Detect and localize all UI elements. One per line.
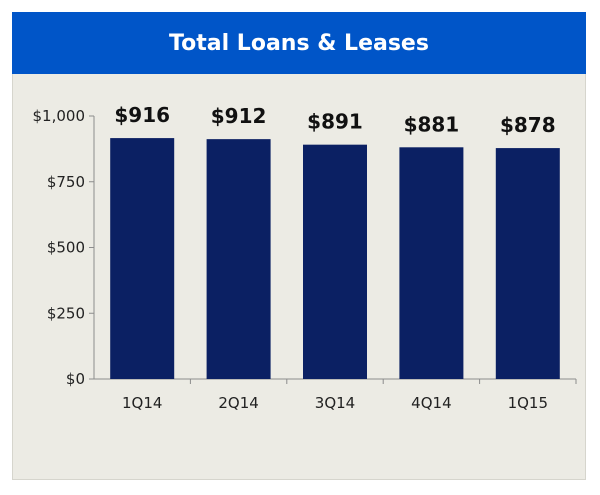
bar <box>206 139 271 379</box>
data-label: $912 <box>211 104 267 128</box>
x-tick-label: 2Q14 <box>218 394 258 412</box>
y-tick-label: $1,000 <box>33 107 86 125</box>
y-tick-label: $500 <box>47 239 85 257</box>
bar <box>495 148 560 379</box>
y-tick-label: $0 <box>66 370 85 388</box>
x-tick-label: 1Q15 <box>508 394 548 412</box>
chart-title: Total Loans & Leases <box>169 30 429 56</box>
y-tick-label: $250 <box>47 304 85 322</box>
x-tick-label: 1Q14 <box>122 394 162 412</box>
chart-title-bar: Total Loans & Leases <box>12 12 586 74</box>
bar <box>303 144 367 379</box>
chart-panel <box>12 12 586 480</box>
data-label: $891 <box>307 110 363 134</box>
bar <box>110 138 175 379</box>
chart-labels: $0 $250 $500 $750 $1,000 1Q14 $916 2Q14 $912 3Q14… <box>33 103 556 412</box>
chart-bars <box>110 138 560 379</box>
y-tick-label: $750 <box>47 173 85 191</box>
x-tick-label: 3Q14 <box>315 394 355 412</box>
data-label: $881 <box>404 112 460 136</box>
bar <box>399 147 464 379</box>
data-label: $916 <box>114 103 170 127</box>
x-tick-label: 4Q14 <box>411 394 451 412</box>
data-label: $878 <box>500 113 556 137</box>
